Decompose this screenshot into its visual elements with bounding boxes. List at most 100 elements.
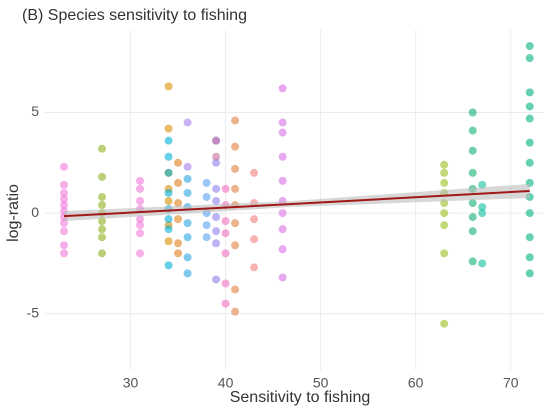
point (98, 217, 107, 226)
point (278, 209, 287, 218)
point (231, 241, 240, 250)
point (231, 219, 240, 228)
point (221, 279, 230, 288)
point (183, 118, 192, 127)
point (468, 213, 477, 222)
point (164, 215, 173, 224)
point (440, 209, 449, 218)
point (136, 176, 145, 185)
point (221, 229, 230, 238)
point (231, 285, 240, 294)
point (468, 257, 477, 266)
point (60, 162, 69, 171)
fit-line (63, 189, 530, 218)
point (60, 219, 69, 228)
point (164, 136, 173, 145)
point (278, 84, 287, 93)
point (136, 221, 145, 230)
point (250, 263, 259, 272)
point (60, 227, 69, 236)
point (212, 239, 221, 248)
point (231, 184, 240, 193)
y-tick-label: 5 (31, 103, 39, 119)
x-tick-label: 70 (503, 375, 519, 391)
point (136, 215, 145, 224)
point (525, 158, 534, 167)
point (98, 192, 107, 201)
point (231, 164, 240, 173)
chart-title: (B) Species sensitivity to fishing (22, 7, 247, 24)
point (468, 146, 477, 155)
point (60, 201, 69, 210)
point (164, 197, 173, 206)
point (60, 180, 69, 189)
y-tick-label: 0 (31, 204, 39, 220)
point (250, 215, 259, 224)
point (164, 237, 173, 246)
point (212, 275, 221, 284)
point (183, 233, 192, 242)
point (60, 249, 69, 258)
point (278, 225, 287, 234)
point (98, 225, 107, 234)
point (525, 269, 534, 278)
point (164, 152, 173, 161)
point (468, 199, 477, 208)
point (174, 215, 183, 224)
point (525, 54, 534, 63)
point (164, 261, 173, 270)
point (468, 108, 477, 117)
point (468, 168, 477, 177)
x-tick-label: 50 (313, 375, 329, 391)
point (60, 194, 69, 203)
point (250, 235, 259, 244)
confidence-band (64, 183, 530, 222)
point (60, 188, 69, 197)
point (164, 124, 173, 133)
point (202, 233, 211, 242)
point (278, 176, 287, 185)
point (212, 213, 221, 222)
point (278, 245, 287, 254)
point (98, 144, 107, 153)
point (221, 299, 230, 308)
point (136, 249, 145, 258)
point (212, 227, 221, 236)
point (183, 188, 192, 197)
point (164, 225, 173, 234)
y-tick-label: -5 (27, 304, 40, 320)
point (468, 227, 477, 236)
point (202, 221, 211, 230)
point (278, 118, 287, 127)
point (164, 82, 173, 91)
point (174, 199, 183, 208)
point (164, 188, 173, 197)
point (98, 201, 107, 210)
point (183, 219, 192, 228)
point (60, 241, 69, 250)
point (183, 253, 192, 262)
point (231, 116, 240, 125)
point (183, 174, 192, 183)
point (136, 229, 145, 238)
point (278, 273, 287, 282)
point (440, 319, 449, 328)
point (221, 217, 230, 226)
x-tick-label: 40 (218, 375, 234, 391)
point (212, 152, 221, 161)
point (164, 168, 173, 177)
point (525, 88, 534, 97)
point (174, 249, 183, 258)
point (174, 158, 183, 167)
point (212, 136, 221, 145)
point (98, 172, 107, 181)
point (468, 126, 477, 135)
point (478, 259, 487, 268)
point (136, 197, 145, 206)
y-axis-label: log-ratio (5, 184, 22, 242)
point (221, 184, 230, 193)
point (278, 152, 287, 161)
point (478, 203, 487, 212)
point (221, 249, 230, 258)
